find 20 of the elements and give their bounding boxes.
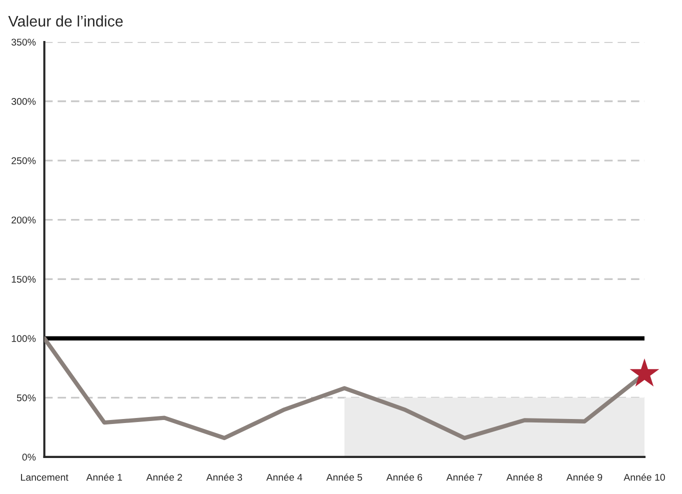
x-tick-label: Année 3 [206, 474, 242, 481]
x-tick-label: Lancement [21, 474, 68, 481]
x-tick-label: Année 4 [266, 474, 302, 481]
y-tick-label: 0% [22, 454, 36, 461]
x-tick-label: Année 8 [506, 474, 542, 481]
x-tick-label: Année 6 [386, 474, 422, 481]
x-tick-label: Année 10 [624, 474, 665, 481]
x-tick-label: Année 9 [566, 474, 602, 481]
y-tick-label: 250% [12, 157, 36, 164]
x-tick-label: Année 5 [326, 474, 362, 481]
chart-title: Valeur de l’indice [8, 15, 123, 27]
y-tick-label: 350% [12, 38, 36, 46]
x-tick-label: Année 1 [86, 474, 122, 481]
x-tick-label: Année 2 [146, 474, 182, 481]
y-tick-label: 100% [12, 335, 36, 342]
y-tick-label: 50% [16, 394, 36, 402]
y-tick-label: 300% [12, 98, 36, 105]
x-tick-label: Année 7 [446, 474, 482, 481]
y-tick-label: 150% [12, 276, 36, 283]
y-tick-label: 200% [12, 216, 36, 224]
